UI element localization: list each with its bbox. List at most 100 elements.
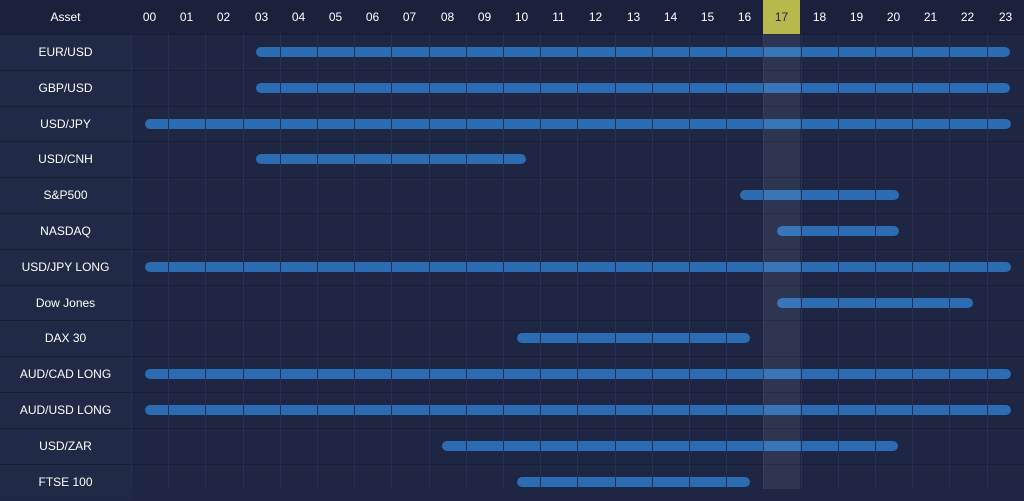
hour-header-04: 04 [291,10,306,24]
hour-header-16: 16 [737,10,752,24]
asset-cell [0,178,131,213]
asset-row: S&P500 [0,177,1024,213]
hour-header-06: 06 [365,10,380,24]
asset-row: USD/CNH [0,141,1024,177]
hour-header-13: 13 [626,10,641,24]
trading-hours-bar [517,333,750,343]
asset-label: S&P500 [43,188,88,202]
asset-label: Dow Jones [35,296,96,310]
grid-column-line [354,34,355,489]
hour-header-11: 11 [552,10,565,24]
asset-row: DAX 30 [0,320,1024,356]
grid-column-line [280,34,281,489]
asset-label: AUD/USD LONG [19,403,112,417]
trading-hours-bar [517,477,750,487]
asset-row: NASDAQ [0,213,1024,249]
grid-column-line [131,34,132,489]
grid-column-line [540,34,541,489]
grid-column-line [243,34,244,489]
asset-label: GBP/USD [38,81,93,95]
asset-cell [0,35,131,70]
asset-label: EUR/USD [38,45,93,59]
asset-label: NASDAQ [40,224,91,238]
hour-header-14: 14 [663,10,678,24]
asset-label: USD/ZAR [39,439,92,453]
current-hour-column-highlight [763,34,800,489]
asset-cell [0,429,131,464]
asset-cell [0,321,131,356]
asset-row: GBP/USD [0,70,1024,106]
trading-hours-bar [256,47,1010,57]
asset-row: USD/JPY LONG [0,249,1024,285]
trading-hours-bar [145,262,1011,272]
asset-row: AUD/CAD LONG [0,356,1024,392]
grid-column-line [949,34,950,489]
asset-cell [0,393,131,428]
asset-label: DAX 30 [44,331,87,345]
grid-column-line [987,34,988,489]
grid-column-line [912,34,913,489]
grid-column-line [875,34,876,489]
grid-column-line [317,34,318,489]
asset-hours-grid: Asset 00 01 02 03 04 05 06 07 08 09 10 11 12 13 14 15 16… [0,0,1024,489]
grid-column-line [615,34,616,489]
hour-header-12: 12 [588,10,603,24]
asset-column-header: Asset [50,10,81,24]
asset-cell [0,286,131,321]
header-row: Asset 00 01 02 03 04 05 06 07 08 09 10 11 12 13 14 15 16… [0,0,1024,34]
grid-column-line [577,34,578,489]
asset-cell [0,357,131,392]
asset-row: EUR/USD [0,34,1024,70]
grid-column-line [503,34,504,489]
asset-row: USD/ZAR [0,428,1024,464]
asset-cell [0,142,131,177]
hour-header-19: 19 [849,10,864,24]
grid-column-line [429,34,430,489]
asset-cell [0,250,131,285]
asset-label: USD/CNH [38,152,93,166]
hour-header-23: 23 [998,10,1013,24]
asset-label: FTSE 100 [38,475,93,489]
grid-column-line [391,34,392,489]
hour-header-10: 10 [514,10,529,24]
hour-header-01: 01 [179,10,194,24]
hour-header-22: 22 [960,10,975,24]
hour-header-07: 07 [402,10,417,24]
grid-column-line [689,34,690,489]
asset-label: USD/JPY LONG [21,260,110,274]
hour-header-17: 17 [763,0,800,34]
hour-header-08: 08 [440,10,455,24]
asset-cell [0,107,131,142]
asset-row: Dow Jones [0,285,1024,321]
grid-column-line [205,34,206,489]
hour-header-05: 05 [328,10,343,24]
hour-header-18: 18 [812,10,827,24]
hour-header-20: 20 [886,10,901,24]
grid-column-line [168,34,169,489]
asset-cell [0,214,131,249]
hour-header-02: 02 [216,10,231,24]
trading-hours-bar [145,369,1011,379]
hour-header-00: 00 [142,10,157,24]
hour-header-09: 09 [477,10,492,24]
grid-column-line [838,34,839,489]
grid-column-line [466,34,467,489]
trading-hours-bar [145,119,1011,129]
trading-hours-bar [145,405,1011,415]
hour-header-15: 15 [700,10,715,24]
trading-hours-bar [740,190,899,200]
asset-cell [0,71,131,106]
asset-label: AUD/CAD LONG [19,367,112,381]
grid-column-line [763,34,764,489]
grid-column-line [726,34,727,489]
trading-hours-bar [442,441,898,451]
trading-hours-bar [256,83,1010,93]
grid-column-line [801,34,802,489]
hour-header-21: 21 [923,10,938,24]
grid-column-line [652,34,653,489]
asset-label: USD/JPY [40,117,91,131]
asset-row: AUD/USD LONG [0,392,1024,428]
hour-header-03: 03 [254,10,269,24]
asset-row: USD/JPY [0,106,1024,142]
asset-row: FTSE 100 [0,464,1024,500]
